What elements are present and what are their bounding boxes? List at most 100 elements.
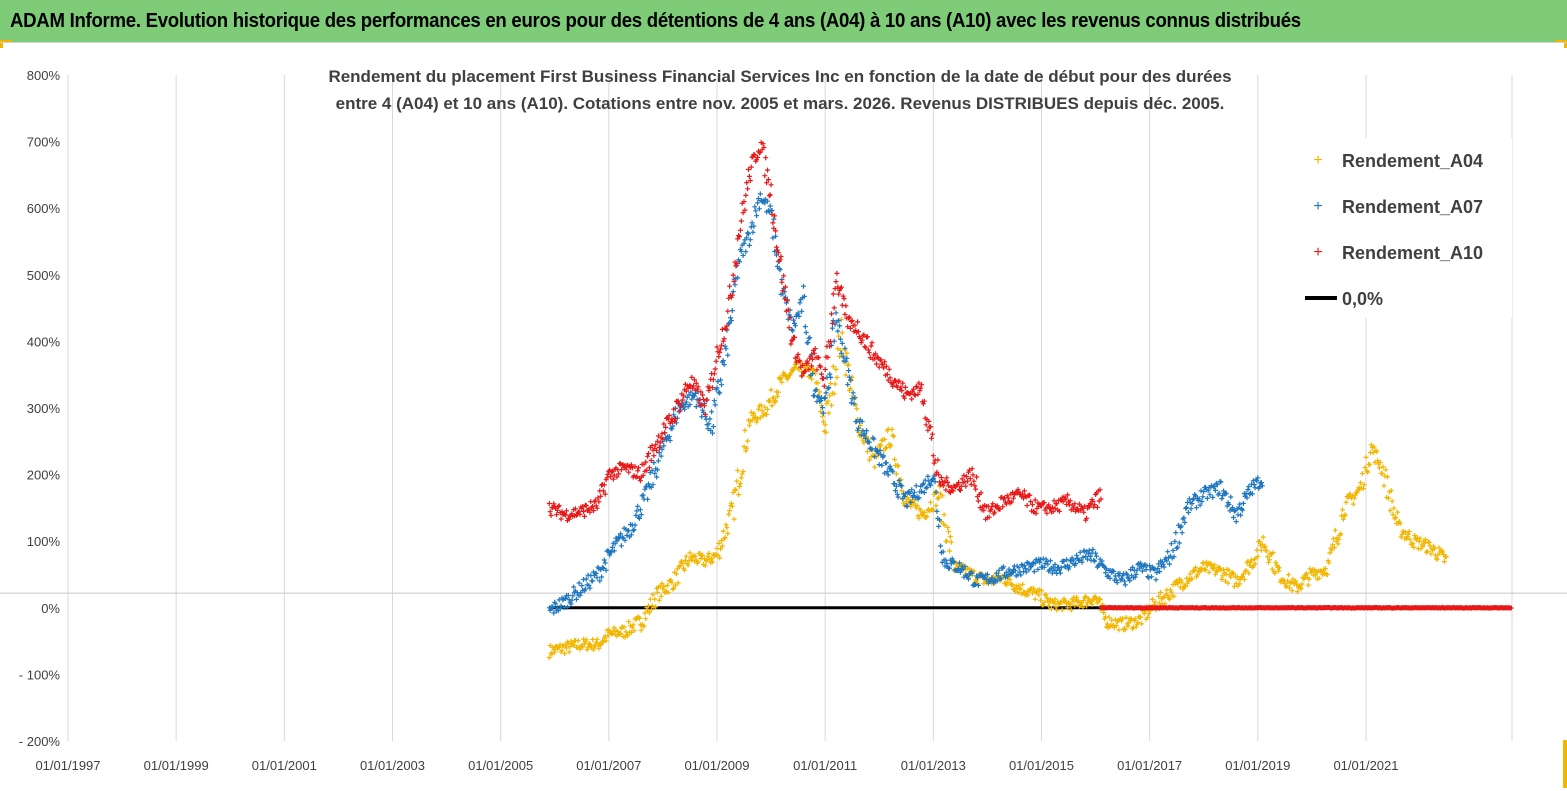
series-a10-point [777,257,783,263]
series-a04-point [570,641,576,647]
series-a04-point [1441,559,1447,565]
series-a04-point [939,493,945,499]
series-a07-point [755,200,761,206]
series-a04-point [668,577,674,583]
series-a07-point [1165,549,1171,555]
series-a04-point [1288,579,1294,585]
series-a04-point [1246,570,1252,576]
series-a07-point [797,300,803,306]
series-a04-point [888,442,894,448]
series-a07-point [1199,499,1205,504]
series-a04-point [838,347,843,353]
series-a10-point [554,512,559,518]
series-a04-point [1234,574,1240,580]
series-a07-point [594,575,600,581]
series-a04-point [1393,514,1399,520]
series-a10-point [940,483,946,489]
series-a10-point [874,354,880,360]
series-a07-point [746,231,751,237]
series-a04-point [559,647,565,653]
series-a04-point [1072,603,1078,609]
series-a10-point [760,141,766,147]
series-a04-point [779,379,785,385]
series-a04-point [1406,529,1412,534]
series-a07-point [1028,564,1034,570]
x-tick-label: 01/01/1999 [144,758,209,773]
series-a04-point [1347,491,1353,497]
series-a04-point [901,500,907,506]
series-a04-point [916,515,922,521]
series-a04-point [1440,549,1446,555]
series-a04-point [1203,567,1208,573]
series-a10-point [596,499,602,505]
series-a10-point [737,227,743,233]
series-a07-point [652,470,658,476]
series-a07-point [654,474,660,480]
series-a10-point [680,397,686,403]
series-a07-point [1190,497,1196,503]
series-a04-point [1226,567,1232,573]
series-a04-point [1371,444,1377,450]
series-a10-point [811,350,817,356]
series-a07-point [1161,564,1167,570]
series-a04-point [1096,596,1102,601]
series-a04-point [550,644,556,650]
series-a10-point [662,430,668,436]
series-a07-point [748,224,754,230]
series-a10-point [711,371,717,377]
series-a04-point [692,553,698,559]
series-a04-point [924,513,930,519]
series-a04-point [1353,490,1359,496]
series-a04-point [1204,563,1210,568]
series-a04-point [1284,583,1290,589]
series-a04-point [689,557,695,563]
series-a07-point [756,196,761,202]
x-tick-label: 01/01/2011 [793,758,857,773]
series-a04-point [860,437,866,443]
series-a07-point [1245,487,1251,493]
series-a04-point [594,636,600,642]
series-a10-point [809,363,815,369]
series-a04-point [618,630,623,636]
series-a07-point [934,508,940,514]
series-a04-point [1135,620,1141,625]
series-a10-point [649,443,655,449]
series-a10-point [842,311,848,317]
series-a04-point [725,531,731,536]
series-a04-point [675,580,681,586]
series-a07-point [651,460,657,466]
series-a07-point [1073,561,1079,566]
series-a07-point [637,507,643,513]
series-a10-point [1009,499,1015,505]
series-a07-point [1246,484,1252,489]
series-a07-point [1041,564,1047,570]
series-a07-point [1085,556,1090,562]
series-a10-point [710,377,716,383]
series-a04-point [643,616,649,622]
series-a04-point [717,555,723,561]
series-a07-point [792,320,797,326]
series-a10-point [748,164,754,170]
series-a04-point [1273,560,1279,565]
series-a07-point [1135,562,1141,567]
series-a07-point [737,259,742,265]
series-a04-point [1390,512,1396,517]
series-a07-point [902,494,907,499]
series-a04-point [1395,509,1400,515]
series-a07-point [927,481,933,487]
series-a10-point [582,513,587,519]
series-a04-point [1359,471,1365,476]
series-a04-point [1120,616,1126,622]
series-a04-point [1295,589,1300,595]
series-a07-point [1191,496,1197,502]
series-a07-point [777,267,783,273]
series-a04-point [646,610,652,616]
series-a07-point [956,566,962,572]
series-a07-point [729,308,735,314]
series-a07-point [630,528,636,533]
series-a07-point [947,565,952,571]
series-a04-point [1068,607,1074,613]
series-a04-point [944,538,950,544]
legend-label-a07: Rendement_A07 [1342,197,1483,217]
series-a07-point [743,249,749,255]
